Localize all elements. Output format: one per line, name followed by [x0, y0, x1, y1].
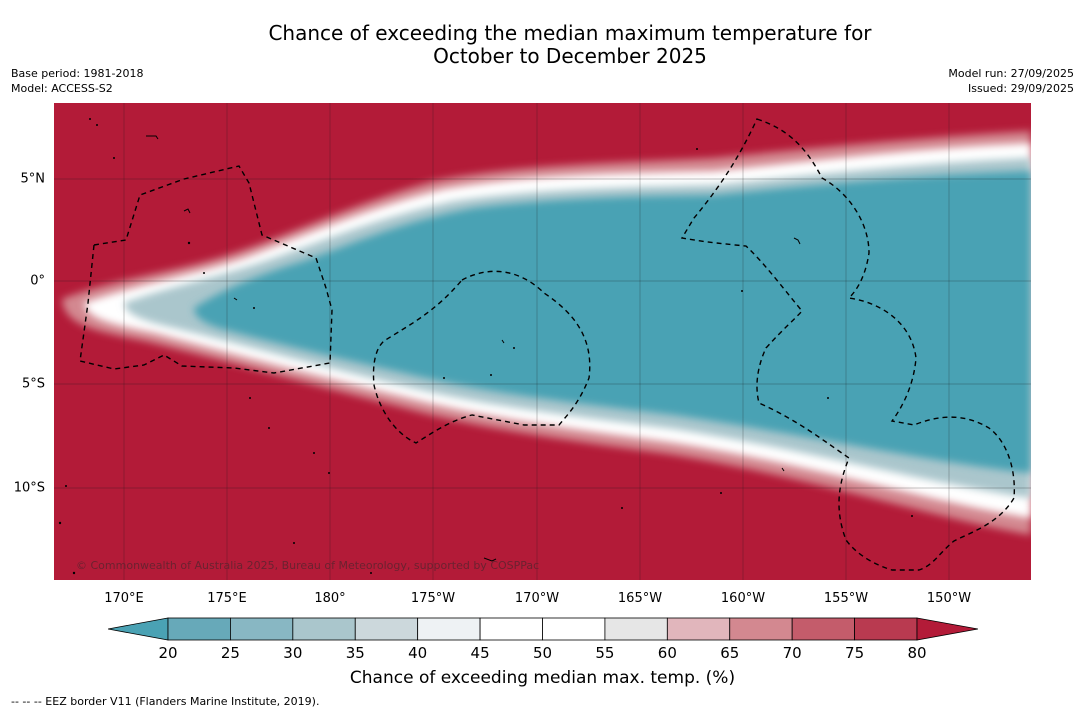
colorbar-extend-low	[107, 617, 169, 641]
colorbar-tick-label: 30	[283, 644, 303, 662]
eez-legend: -- -- -- EEZ border V11 (Flanders Marine…	[11, 695, 320, 708]
lon-label-170w: 170°W	[514, 591, 560, 606]
colorbar-tick-label: 25	[220, 644, 240, 662]
lon-label-175w: 175°W	[410, 591, 456, 606]
eez-borders	[79, 118, 1016, 571]
colorbar-tick-label: 60	[657, 644, 677, 662]
colorbar-tick-label: 75	[845, 644, 865, 662]
colorbar-segment	[230, 617, 294, 641]
colorbar-tick-label: 50	[532, 644, 553, 662]
lon-label-175e: 175°E	[207, 591, 247, 606]
colorbar-tick-label: 80	[907, 644, 927, 662]
lat-label-10s: 10°S	[13, 480, 45, 496]
colorbar-svg	[107, 617, 979, 641]
colorbar-tick-label: 55	[595, 644, 615, 662]
colorbar-segment	[354, 617, 419, 641]
lon-label-150w: 150°W	[926, 591, 972, 606]
island-outlines	[146, 135, 801, 562]
colorbar-tick-label: 45	[470, 644, 490, 662]
colorbar	[107, 615, 979, 643]
meta-left: Base period: 1981-2018 Model: ACCESS-S2	[11, 66, 143, 96]
lon-label-165w: 165°W	[617, 591, 663, 606]
colorbar-label: Chance of exceeding median max. temp. (%…	[349, 668, 736, 688]
copyright-notice: © Commonwealth of Australia 2025, Bureau…	[76, 559, 540, 572]
colorbar-tick-label: 40	[408, 644, 428, 662]
colorbar-segment	[292, 617, 356, 641]
map-canvas	[54, 103, 1031, 580]
colorbar-segment	[542, 617, 606, 641]
colorbar-extend-high	[916, 617, 979, 641]
colorbar-segment	[167, 617, 231, 641]
lon-label-180: 180°	[314, 591, 346, 606]
colorbar-segment	[417, 617, 481, 641]
lat-label-5s: 5°S	[21, 376, 45, 392]
model-run: Model run: 27/09/2025	[948, 67, 1074, 80]
graticule	[54, 103, 1031, 580]
colorbar-tick-label: 35	[345, 644, 365, 662]
map-title: Chance of exceeding the median maximum t…	[0, 22, 1085, 68]
colorbar-segment	[604, 617, 668, 641]
colorbar-tick-label: 70	[782, 644, 802, 662]
title-line-1: Chance of exceeding the median maximum t…	[268, 21, 872, 45]
lat-label-5n: 5°N	[20, 171, 46, 187]
meta-right: Model run: 27/09/2025 Issued: 29/09/2025	[948, 66, 1074, 96]
colorbar-ticks: 20 25 30 35 40 45 50 55 60 65 70 75 80	[0, 644, 1085, 664]
lon-label-155w: 155°W	[823, 591, 869, 606]
colorbar-tick-label: 20	[158, 644, 178, 662]
lon-label-170e: 170°E	[104, 591, 144, 606]
atoll-dots	[58, 118, 913, 575]
base-period: Base period: 1981-2018	[11, 67, 144, 80]
colorbar-segment	[854, 617, 918, 641]
issued-date: Issued: 29/09/2025	[967, 82, 1074, 95]
colorbar-segment	[791, 617, 855, 641]
colorbar-segment	[729, 617, 793, 641]
map-panel: © Commonwealth of Australia 2025, Bureau…	[54, 103, 1031, 580]
colorbar-segment	[666, 617, 731, 641]
colorbar-tick-label: 65	[720, 644, 740, 662]
low-probability-region	[194, 171, 1031, 473]
colorbar-segment	[479, 617, 543, 641]
title-line-2: October to December 2025	[433, 44, 707, 68]
lat-label-0: 0°	[30, 273, 45, 289]
lon-label-160w: 160°W	[720, 591, 766, 606]
model-name: Model: ACCESS-S2	[11, 82, 113, 95]
